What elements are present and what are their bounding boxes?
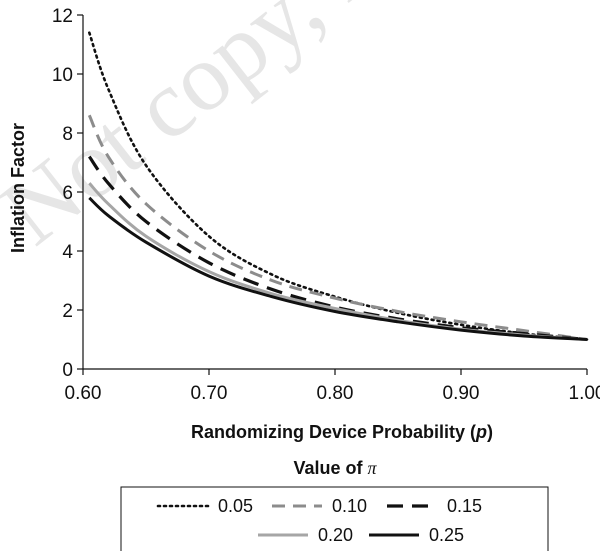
legend-title: Value of π bbox=[293, 458, 377, 478]
y-tick-label: 2 bbox=[62, 301, 73, 322]
x-axis-title-close: ) bbox=[487, 422, 493, 442]
y-tick-label: 6 bbox=[62, 183, 73, 204]
y-tick-label: 4 bbox=[62, 242, 73, 263]
legend-box bbox=[120, 486, 549, 551]
x-axis-title: Randomizing Device Probability (p) bbox=[191, 422, 493, 442]
series-layer bbox=[87, 31, 589, 342]
legend-title-symbol: π bbox=[368, 458, 378, 478]
x-tick-label: 0.80 bbox=[317, 383, 354, 404]
legend: 0.05 0.10 0.15 0.20 0.25 bbox=[156, 496, 482, 545]
series-line-0-05 bbox=[88, 31, 589, 341]
x-axis-title-text: Randomizing Device Probability ( bbox=[191, 422, 476, 442]
series-line-0-25 bbox=[88, 196, 588, 341]
x-tick-label: 0.90 bbox=[443, 383, 480, 404]
series-line-0-15 bbox=[87, 155, 588, 342]
legend-label-0-05: 0.05 bbox=[218, 496, 253, 516]
y-tick-label: 0 bbox=[62, 360, 73, 381]
series-line-0-10 bbox=[87, 114, 588, 341]
legend-title-text: Value of bbox=[293, 458, 367, 478]
legend-label-0-15: 0.15 bbox=[447, 496, 482, 516]
series-line-0-20 bbox=[88, 182, 588, 341]
y-axis-title: Inflation Factor bbox=[8, 123, 28, 253]
legend-label-0-10: 0.10 bbox=[332, 496, 367, 516]
y-tick-label: 8 bbox=[62, 124, 73, 145]
x-axis-title-var: p bbox=[475, 422, 487, 442]
y-tick-label: 12 bbox=[52, 6, 73, 27]
legend-label-0-25: 0.25 bbox=[429, 525, 464, 545]
x-tick-label: 0.70 bbox=[191, 383, 228, 404]
x-tick-label: 1.00 bbox=[569, 383, 600, 404]
x-tick-label: 0.60 bbox=[65, 383, 102, 404]
axes: 0 2 4 6 8 10 12 0.60 0.70 0.80 0.90 1.00 bbox=[52, 6, 600, 404]
y-tick-label: 10 bbox=[52, 65, 73, 86]
legend-label-0-20: 0.20 bbox=[318, 525, 353, 545]
